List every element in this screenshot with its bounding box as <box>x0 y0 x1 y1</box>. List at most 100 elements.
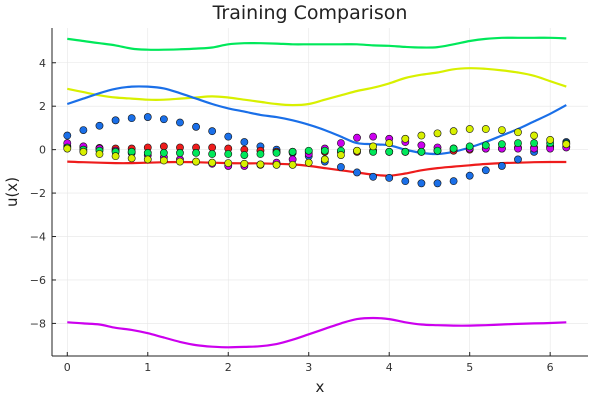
scatter-point <box>127 154 136 163</box>
scatter-point <box>417 141 426 150</box>
series-line <box>67 67 567 107</box>
scatter-point <box>159 115 168 124</box>
scatter-point <box>240 151 249 159</box>
x-axis-label: x <box>316 378 325 396</box>
scatter-point <box>514 128 522 137</box>
x-tick-label: 1 <box>144 361 151 374</box>
scatter-point <box>176 118 184 127</box>
scatter-point <box>369 132 378 141</box>
points-layer <box>63 113 571 188</box>
scatter-point <box>159 142 168 151</box>
y-tick-label: 4 <box>39 57 46 70</box>
scatter-point <box>481 141 490 150</box>
chart-title: Training Comparison <box>212 2 408 24</box>
scatter-point <box>337 151 345 159</box>
scatter-point <box>79 126 88 134</box>
scatter-point <box>127 147 136 156</box>
scatter-point <box>143 149 152 157</box>
scatter-point <box>320 146 329 155</box>
scatter-point <box>111 152 120 161</box>
grid <box>52 28 588 356</box>
scatter-point <box>256 160 265 169</box>
y-tick-label: 0 <box>39 144 46 157</box>
scatter-point <box>288 160 297 169</box>
scatter-point <box>143 113 152 121</box>
scatter-point <box>514 139 522 148</box>
scatter-point <box>208 150 217 158</box>
scatter-point <box>337 163 345 171</box>
series-line <box>67 36 567 51</box>
x-tick-label: 3 <box>305 361 312 374</box>
scatter-point <box>417 131 426 140</box>
x-tick-label: 5 <box>466 361 473 374</box>
scatter-point <box>353 133 361 142</box>
scatter-point <box>256 150 265 158</box>
scatter-point <box>337 139 345 148</box>
scatter-point <box>159 156 168 165</box>
scatter-point <box>449 127 458 136</box>
scatter-point <box>465 125 474 133</box>
y-tick-label: −2 <box>30 187 46 200</box>
scatter-point <box>401 177 410 186</box>
scatter-point <box>208 158 217 167</box>
y-axis-label: u(x) <box>3 177 21 207</box>
scatter-point <box>562 140 571 149</box>
scatter-point <box>385 173 394 182</box>
y-tick-label: −8 <box>30 317 46 330</box>
scatter-point <box>159 149 168 157</box>
scatter-point <box>95 150 104 158</box>
scatter-point <box>272 149 281 157</box>
scatter-point <box>369 142 378 151</box>
scatter-point <box>401 134 410 143</box>
scatter-point <box>224 159 233 168</box>
scatter-point <box>111 116 120 125</box>
x-tick-label: 0 <box>64 361 71 374</box>
scatter-point <box>304 146 313 155</box>
scatter-point <box>385 147 394 156</box>
scatter-point <box>417 179 426 188</box>
x-tick-label: 6 <box>547 361 554 374</box>
scatter-point <box>514 155 522 164</box>
scatter-point <box>79 147 88 156</box>
axes: 0 1 2 3 4 5 6 −8 −6 −4 −2 0 2 4 <box>30 28 588 374</box>
scatter-point <box>433 146 442 155</box>
scatter-point <box>63 144 72 153</box>
series-line <box>67 316 567 349</box>
scatter-point <box>417 147 426 156</box>
scatter-point <box>304 158 313 167</box>
scatter-point <box>497 140 506 149</box>
scatter-point <box>192 157 200 166</box>
scatter-point <box>224 132 233 141</box>
x-tick-label: 2 <box>225 361 232 374</box>
scatter-point <box>127 114 136 123</box>
scatter-point <box>353 168 361 177</box>
scatter-point <box>176 149 184 157</box>
scatter-point <box>465 142 474 151</box>
scatter-point <box>433 129 442 138</box>
y-tick-label: 2 <box>39 100 46 113</box>
scatter-point <box>208 143 217 152</box>
scatter-point <box>530 139 538 148</box>
scatter-point <box>143 155 152 164</box>
scatter-point <box>353 146 361 155</box>
scatter-point <box>272 160 281 169</box>
scatter-point <box>240 138 249 146</box>
scatter-point <box>433 179 442 188</box>
scatter-point <box>192 122 200 131</box>
scatter-point <box>63 131 72 140</box>
scatter-point <box>176 157 184 166</box>
scatter-point <box>497 162 506 170</box>
scatter-point <box>401 147 410 156</box>
x-tick-label: 4 <box>386 361 393 374</box>
scatter-point <box>192 149 200 157</box>
scatter-point <box>449 144 458 153</box>
scatter-point <box>320 155 329 164</box>
scatter-point <box>530 131 538 140</box>
scatter-point <box>497 126 506 134</box>
scatter-point <box>481 125 490 133</box>
scatter-point <box>465 171 474 180</box>
scatter-point <box>369 172 378 181</box>
scatter-point <box>449 177 458 186</box>
scatter-point <box>208 127 217 136</box>
